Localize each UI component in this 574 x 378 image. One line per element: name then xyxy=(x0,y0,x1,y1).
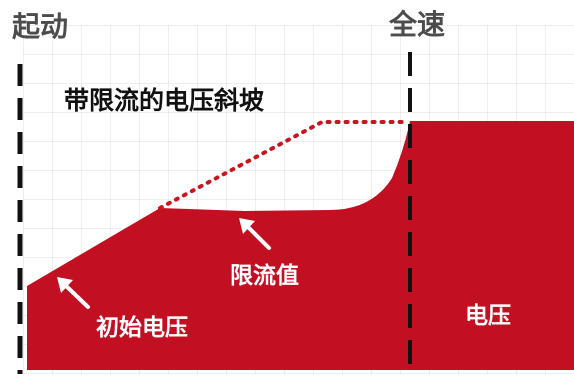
full-speed-label: 全速 xyxy=(389,8,446,41)
voltage-label: 电压 xyxy=(465,303,511,329)
ideal-voltage-dotted-line xyxy=(158,120,410,210)
current-limit-arrow xyxy=(239,218,271,250)
start-label: 起动 xyxy=(12,10,69,43)
current-limit-label: 限流值 xyxy=(230,263,299,289)
initial-voltage-label: 初始电压 xyxy=(96,315,188,341)
voltage-area xyxy=(27,121,574,370)
initial-voltage-arrow xyxy=(57,277,90,309)
diagram-title: 带限流的电压斜坡 xyxy=(64,86,265,115)
